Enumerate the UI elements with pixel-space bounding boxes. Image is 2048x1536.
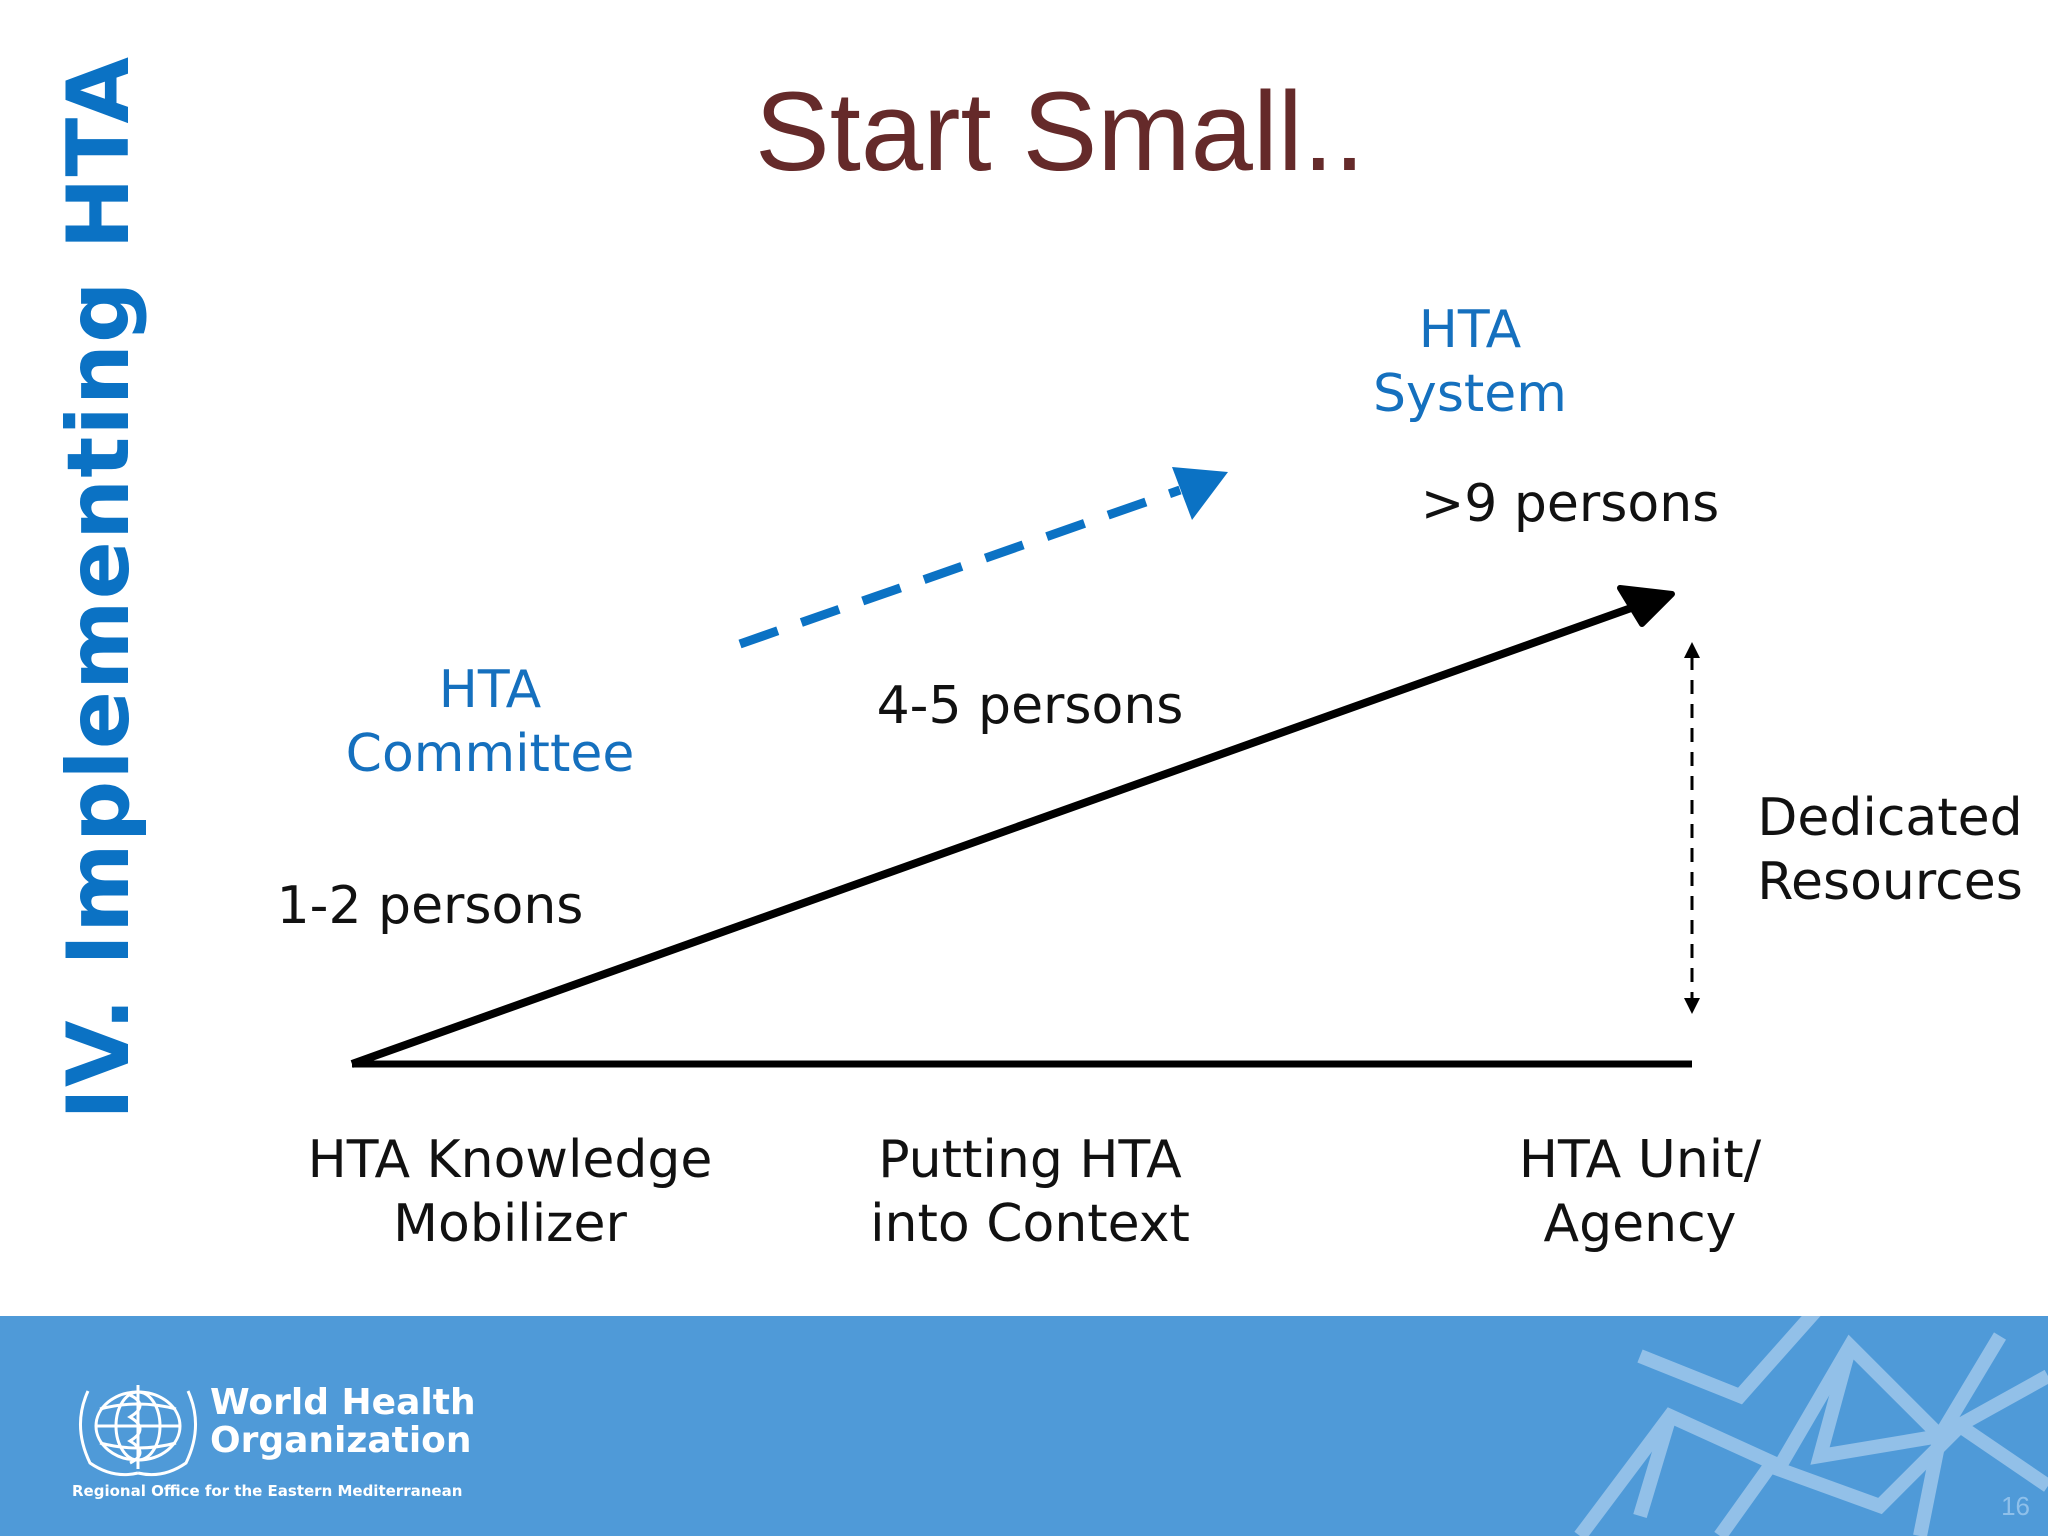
resources-arrow-down <box>1684 998 1700 1014</box>
stage-label-hta-unit-agency: HTA Unit/ Agency <box>1518 1130 1762 1254</box>
blue-dashed-arrow <box>738 485 1182 649</box>
geometric-pattern <box>1574 1316 2048 1536</box>
persons-9-plus: >9 persons <box>1420 474 1720 534</box>
persons-4-5: 4-5 persons <box>876 676 1184 736</box>
stage-label-putting-hta-into-context: Putting HTA into Context <box>870 1130 1190 1254</box>
org-subtitle: Regional Office for the Eastern Mediterr… <box>72 1482 463 1500</box>
blue-dashed-arrow-head <box>1172 467 1228 520</box>
persons-1-2: 1-2 persons <box>276 876 584 936</box>
org-name: World Health Organization <box>210 1382 476 1461</box>
stage-label-knowledge-mobilizer: HTA Knowledge Mobilizer <box>307 1130 713 1254</box>
dedicated-resources-label: Dedicated Resources <box>1757 788 2023 912</box>
page-number: 16 <box>2001 1491 2030 1521</box>
growth-arrow <box>350 598 1650 1068</box>
resources-arrow-up <box>1684 642 1700 658</box>
growth-diagram <box>350 467 1700 1068</box>
who-emblem-icon <box>78 1385 198 1477</box>
footer-bar: World Health Organization Regional Offic… <box>0 1316 2048 1536</box>
slide-title: Start Small.. <box>755 69 1365 194</box>
hta-system-label: HTA System <box>1373 300 1567 424</box>
hta-committee-label: HTA Committee <box>345 660 635 784</box>
growth-arrow-head <box>1617 585 1675 627</box>
